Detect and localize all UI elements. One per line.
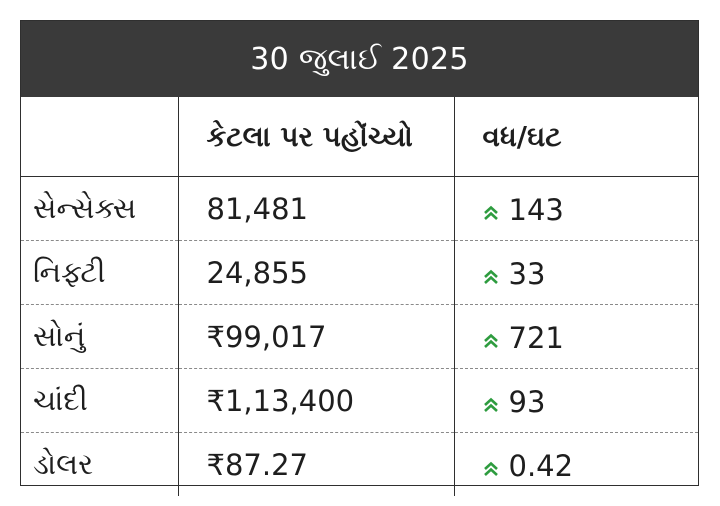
row-level: 24,855	[177, 240, 454, 305]
row-level: ₹99,017	[177, 304, 454, 369]
double-chevron-up-icon	[483, 397, 499, 413]
row-level: 81,481	[177, 176, 454, 241]
double-chevron-up-icon	[483, 333, 499, 349]
row-name: સોનું	[21, 304, 178, 369]
table-row: ડોલર ₹87.27 0.42	[21, 432, 698, 496]
row-name: ડોલર	[21, 432, 178, 496]
market-table: કેટલા પર પહોંચ્યો વધ/ઘટ સેન્સેક્સ 81,481…	[21, 97, 698, 496]
row-change: 33	[508, 256, 546, 291]
table-row: નિફ્ટી 24,855 33	[21, 240, 698, 305]
header-name	[21, 97, 178, 177]
row-name: નિફ્ટી	[21, 240, 178, 305]
row-level: ₹1,13,400	[177, 368, 454, 433]
row-change-cell: 0.42	[453, 432, 698, 496]
header-change: વધ/ઘટ	[453, 97, 698, 177]
row-change: 93	[508, 384, 546, 419]
table-title: 30 જુલાઈ 2025	[21, 21, 698, 97]
row-name: ચાંદી	[21, 368, 178, 433]
row-change-cell: 93	[453, 368, 698, 433]
row-change: 0.42	[508, 448, 574, 483]
double-chevron-up-icon	[483, 269, 499, 285]
table-row: સેન્સેક્સ 81,481 143	[21, 176, 698, 241]
row-change-cell: 33	[453, 240, 698, 305]
double-chevron-up-icon	[483, 461, 499, 477]
table-row: સોનું ₹99,017 721	[21, 304, 698, 369]
row-level: ₹87.27	[177, 432, 454, 496]
double-chevron-up-icon	[483, 205, 499, 221]
market-summary-table: 30 જુલાઈ 2025 કેટલા પર પહોંચ્યો વધ/ઘટ સે…	[20, 20, 699, 496]
table-row: ચાંદી ₹1,13,400 93	[21, 368, 698, 433]
row-change: 721	[508, 320, 564, 355]
row-name: સેન્સેક્સ	[33, 191, 137, 225]
row-change: 143	[508, 192, 564, 227]
header-row: કેટલા પર પહોંચ્યો વધ/ઘટ	[21, 97, 698, 177]
row-change-cell: 721	[453, 304, 698, 369]
header-level: કેટલા પર પહોંચ્યો	[177, 97, 454, 177]
row-change-cell: 143	[453, 176, 698, 241]
